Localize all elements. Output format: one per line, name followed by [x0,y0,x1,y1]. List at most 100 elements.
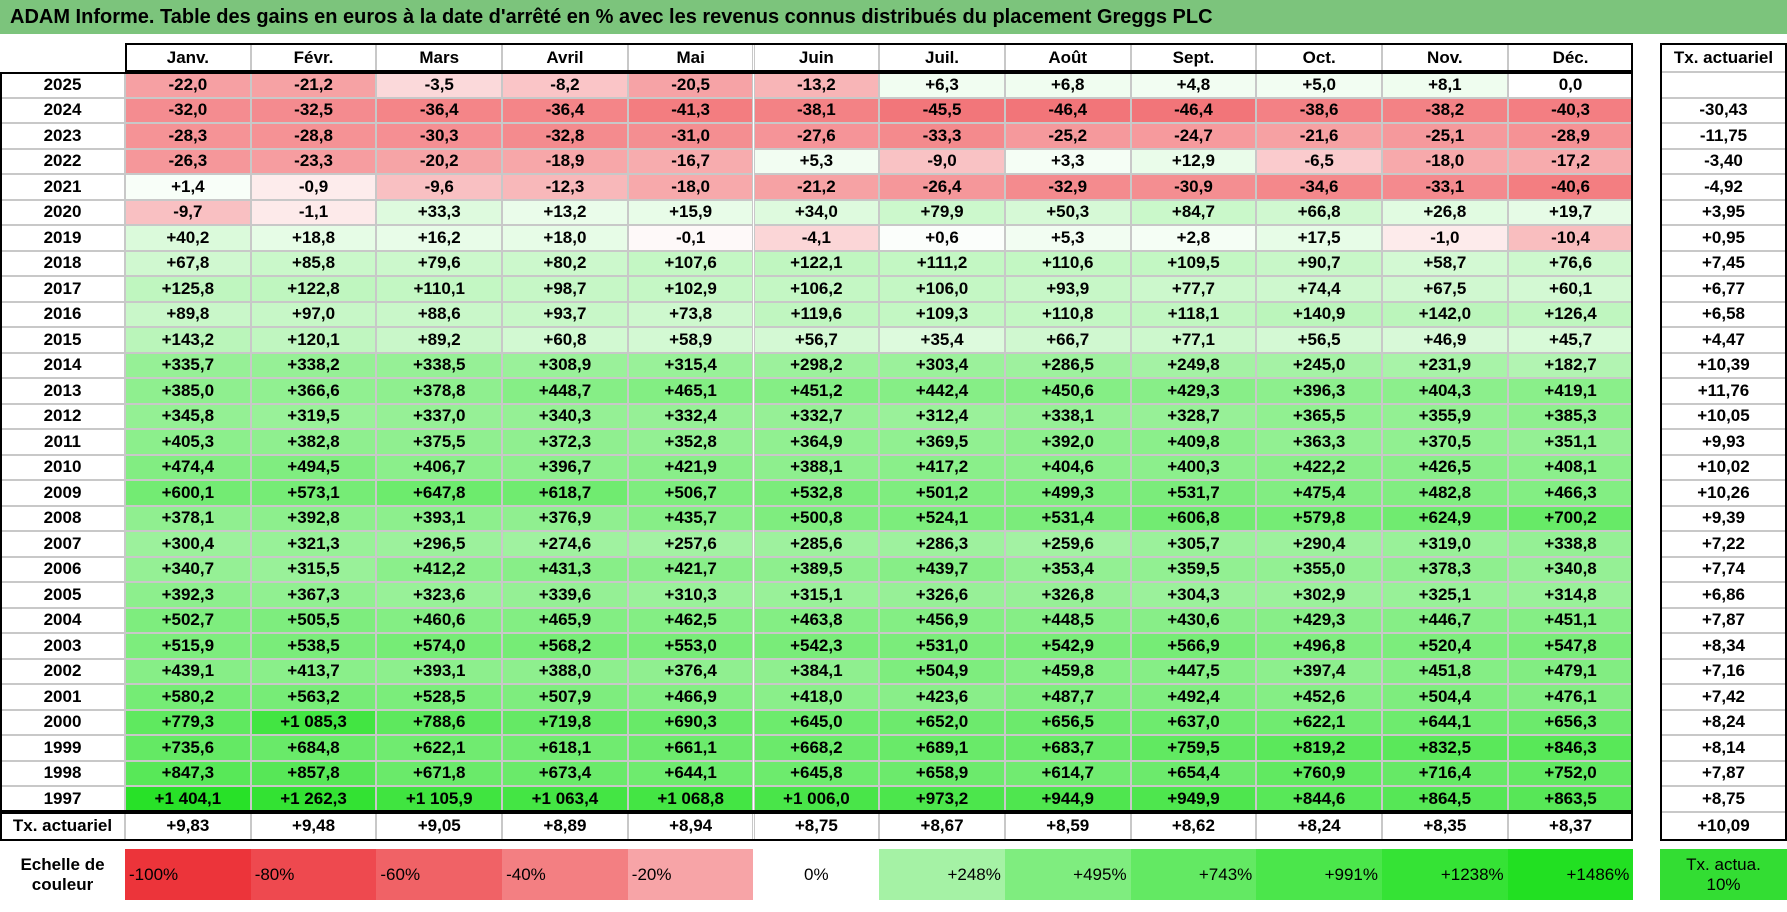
gain-cell: +79,6 [376,250,503,276]
gain-cell: +8,1 [1382,72,1508,98]
gain-cell: +832,5 [1382,735,1508,761]
gain-cell: +532,8 [753,480,880,506]
gain-cell: -28,9 [1507,123,1634,149]
gain-cell: +110,1 [376,276,503,302]
gain-cell: +600,1 [125,480,251,506]
gain-cell: +431,3 [502,556,628,582]
gain-cell: +120,1 [250,327,377,353]
gain-cell: +389,5 [753,556,880,582]
gain-cell: +119,6 [753,301,880,327]
gain-cell: +446,7 [1382,607,1508,633]
year: 2004 [0,607,125,633]
gain-cell: +77,1 [1130,327,1257,353]
rate-header: Tx. actuariel [1660,43,1787,72]
title: ADAM Informe. Table des gains en euros à… [0,0,1787,34]
month-header: Avril [502,43,628,72]
month-header: Mars [376,43,503,72]
gain-cell: +67,5 [1382,276,1508,302]
year: 2014 [0,352,125,378]
gain-cell: +125,8 [125,276,251,302]
gain-cell: +385,3 [1507,403,1634,429]
year: 2021 [0,174,125,200]
rate-cell: +7,87 [1660,760,1787,786]
rate-cell: -30,43 [1660,97,1787,123]
gain-cell: +93,7 [502,301,628,327]
gain-cell: +506,7 [627,480,754,506]
gain-cell: +423,6 [879,684,1005,710]
gain-cell: +111,2 [879,250,1005,276]
gain-cell: +58,7 [1382,250,1508,276]
gain-cell: +364,9 [753,429,880,455]
month-header: Févr. [250,43,377,72]
rate-cell: -11,75 [1660,123,1787,149]
gain-cell: +1 085,3 [250,709,377,735]
gain-cell: +426,5 [1382,454,1508,480]
gain-cell: +422,2 [1256,454,1382,480]
gain-cell: +376,4 [627,658,754,684]
gain-cell: +359,5 [1130,556,1257,582]
legend-step: -80% [250,849,377,900]
footer-rate: +8,62 [1130,811,1257,841]
gain-cell: +107,6 [627,250,754,276]
rate-cell: +9,93 [1660,429,1787,455]
gain-cell: +637,0 [1130,709,1257,735]
gain-cell: +90,7 [1256,250,1382,276]
gain-cell: +864,5 [1382,786,1508,812]
gain-cell: +296,5 [376,531,503,557]
gain-cell: +760,9 [1256,760,1382,786]
gain-cell: -1,0 [1382,225,1508,251]
footer-rate: +8,59 [1004,811,1131,841]
gain-cell: +450,6 [1004,378,1131,404]
gain-cell: +18,8 [250,225,377,251]
gain-cell: +683,7 [1004,735,1131,761]
gain-cell: +405,3 [125,429,251,455]
gain-cell: +735,6 [125,735,251,761]
gain-cell: +451,8 [1382,658,1508,684]
gain-cell: -3,5 [376,72,503,98]
gain-cell: -33,3 [879,123,1005,149]
gain-cell: +418,0 [753,684,880,710]
gain-cell: -21,6 [1256,123,1382,149]
gain-cell: +60,1 [1507,276,1634,302]
gain-cell: +474,4 [125,454,251,480]
gain-cell: +396,3 [1256,378,1382,404]
gain-cell: 0,0 [1507,72,1634,98]
gain-cell: +56,5 [1256,327,1382,353]
gain-cell: +80,2 [502,250,628,276]
gain-cell: -32,0 [125,97,251,123]
gain-cell: +73,8 [627,301,754,327]
gain-cell: +531,7 [1130,480,1257,506]
gain-cell: +447,5 [1130,658,1257,684]
gain-cell: +580,2 [125,684,251,710]
year: 2024 [0,97,125,123]
rate-cell: +10,05 [1660,403,1787,429]
gain-cell: +302,9 [1256,582,1382,608]
gain-cell: -9,0 [879,148,1005,174]
gain-cell: +122,8 [250,276,377,302]
rate-cell: -4,92 [1660,174,1787,200]
year: 2012 [0,403,125,429]
gain-cell: +33,3 [376,199,503,225]
month-header: Sept. [1130,43,1257,72]
gain-cell: +17,5 [1256,225,1382,251]
year: 2005 [0,582,125,608]
year: 2003 [0,633,125,659]
gain-cell: +819,2 [1256,735,1382,761]
gain-cell: +847,3 [125,760,251,786]
gain-cell: +369,5 [879,429,1005,455]
gain-cell: -45,5 [879,97,1005,123]
rate-cell: +3,95 [1660,199,1787,225]
gain-cell: +504,4 [1382,684,1508,710]
rate-cell: +11,76 [1660,378,1787,404]
gain-cell: -4,1 [753,225,880,251]
gain-cell: +500,8 [753,505,880,531]
gain-cell: +339,6 [502,582,628,608]
gain-cell: +285,6 [753,531,880,557]
gain-cell: -18,9 [502,148,628,174]
gain-cell: +466,3 [1507,480,1634,506]
gain-cell: +563,2 [250,684,377,710]
gain-cell: +6,3 [879,72,1005,98]
gain-cell: +779,3 [125,709,251,735]
gain-cell: +13,2 [502,199,628,225]
month-header: Nov. [1382,43,1508,72]
